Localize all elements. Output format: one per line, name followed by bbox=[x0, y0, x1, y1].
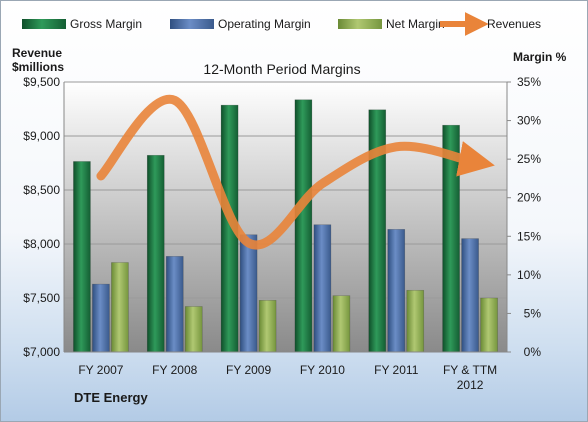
category-labels: FY 2007 FY 2008 FY 2009 FY 2010 FY 2011 FY & … bbox=[78, 363, 497, 392]
left-axis-title-line1: Revenue bbox=[12, 46, 62, 60]
left-tick-label: $9,500 bbox=[23, 75, 60, 89]
legend-swatch bbox=[22, 19, 66, 29]
right-tick-label: 10% bbox=[517, 268, 541, 282]
left-tick-label: $8,000 bbox=[23, 237, 60, 251]
bar-net-margin bbox=[184, 306, 203, 353]
bar-operating-margin bbox=[165, 256, 184, 353]
bar-gross-margin bbox=[294, 99, 313, 353]
category-label: FY 2011 bbox=[374, 363, 419, 377]
left-tick-label: $7,000 bbox=[23, 345, 60, 359]
left-tick-label: $8,500 bbox=[23, 183, 60, 197]
legend-label: Gross Margin bbox=[70, 17, 142, 31]
company-label: DTE Energy bbox=[74, 390, 148, 405]
left-tick-label: $9,000 bbox=[23, 129, 60, 143]
bar-net-margin bbox=[111, 262, 129, 353]
category-label-line2: 2012 bbox=[457, 378, 484, 392]
right-tick-label: 30% bbox=[517, 114, 541, 128]
bar-series bbox=[73, 99, 498, 353]
revenue-line bbox=[96, 94, 495, 250]
chart-title: 12-Month Period Margins bbox=[203, 61, 360, 77]
category-label: FY 2010 bbox=[300, 363, 345, 377]
bar-operating-margin bbox=[92, 283, 110, 353]
legend-swatch bbox=[338, 19, 382, 29]
right-axis-ticks: 0% 5% 10% 15% 20% 25% 30% 35% bbox=[507, 75, 541, 359]
right-tick-label: 5% bbox=[524, 306, 542, 320]
bar-operating-margin bbox=[239, 234, 258, 353]
right-tick-label: 35% bbox=[517, 75, 541, 89]
revenue-line-path bbox=[96, 94, 495, 250]
left-tick-label: $7,500 bbox=[23, 291, 60, 305]
legend-swatch bbox=[170, 19, 214, 29]
category-label: FY & TTM bbox=[443, 363, 497, 377]
plot-area bbox=[64, 82, 507, 352]
bar-gross-margin bbox=[146, 154, 165, 353]
bar-net-margin bbox=[258, 300, 277, 353]
bar-net-margin bbox=[480, 297, 498, 353]
bar-net-margin bbox=[332, 295, 351, 353]
right-tick-label: 25% bbox=[517, 152, 541, 166]
right-axis-title: Margin % bbox=[513, 50, 567, 64]
legend: Gross Margin Operating Margin Net Margin Re… bbox=[22, 12, 541, 36]
category-label: FY 2009 bbox=[226, 363, 271, 377]
bar-operating-margin bbox=[387, 229, 406, 353]
right-tick-label: 15% bbox=[517, 229, 541, 243]
legend-label: Revenues bbox=[487, 17, 541, 31]
bar-net-margin bbox=[406, 289, 425, 353]
left-axis-ticks: $7,000 $7,500 $8,000 $8,500 $9,000 $9,500 bbox=[23, 75, 60, 359]
left-axis-title-line2: $millions bbox=[12, 60, 64, 74]
legend-label: Operating Margin bbox=[218, 17, 311, 31]
right-tick-label: 20% bbox=[517, 191, 541, 205]
category-label: FY 2008 bbox=[152, 363, 197, 377]
bar-gross-margin bbox=[73, 161, 91, 353]
category-label: FY 2007 bbox=[78, 363, 123, 377]
bar-operating-margin bbox=[313, 224, 332, 353]
legend-label: Net Margin bbox=[386, 17, 445, 31]
bar-operating-margin bbox=[461, 238, 479, 353]
right-tick-label: 0% bbox=[524, 345, 542, 359]
